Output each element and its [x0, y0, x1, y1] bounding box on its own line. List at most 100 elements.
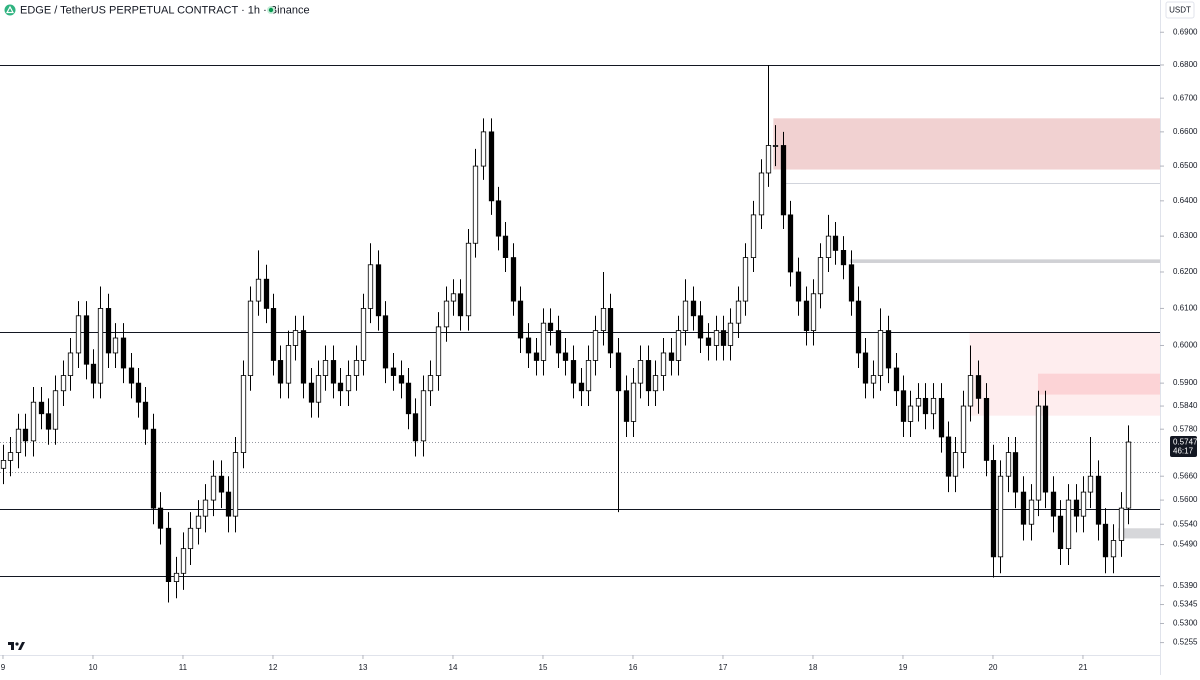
x-tick-label: 15 — [539, 663, 548, 672]
candle-body — [202, 499, 209, 517]
candle-body — [907, 405, 914, 422]
x-tick-label: 14 — [449, 663, 458, 672]
y-tick-label: 0.5300 — [1173, 619, 1198, 628]
x-tick-label: 10 — [89, 663, 98, 672]
candle-body — [322, 360, 329, 376]
candle-body — [562, 352, 569, 361]
candle-body — [960, 405, 967, 453]
candle-body — [623, 390, 630, 422]
candle-body — [382, 315, 389, 369]
candle-body — [210, 475, 217, 501]
candle-body — [270, 308, 277, 361]
candle-body — [225, 491, 232, 517]
candle-body — [652, 375, 659, 392]
y-tick-label: 0.5780 — [1173, 424, 1198, 433]
candle-body — [893, 367, 900, 392]
candle-body — [450, 293, 457, 302]
plot-area — [0, 64, 1160, 603]
y-tick-label: 0.5490 — [1173, 540, 1198, 549]
candle-body — [1057, 515, 1064, 550]
last-price-label: 0.5747 — [1173, 438, 1198, 447]
y-tick-label: 0.6600 — [1173, 127, 1198, 136]
candle-body — [1028, 499, 1035, 525]
candle-body — [1073, 499, 1080, 517]
candle-body — [555, 330, 562, 354]
y-tick-label: 0.5840 — [1173, 401, 1198, 410]
candle-body — [195, 515, 202, 529]
candle-body — [97, 308, 104, 384]
candle-body — [330, 360, 337, 384]
currency-button[interactable] — [1165, 1, 1195, 19]
candle-body — [263, 278, 270, 309]
y-tick-label: 0.6500 — [1173, 161, 1198, 170]
zone — [1118, 528, 1160, 539]
candle-body — [375, 264, 382, 317]
candle-body — [45, 413, 52, 430]
x-tick-label: 13 — [359, 663, 368, 672]
candle-body — [142, 401, 149, 430]
x-tick-label: 19 — [899, 663, 908, 672]
candle-body — [67, 352, 74, 376]
candle-body — [578, 382, 585, 392]
x-tick-label: 12 — [269, 663, 278, 672]
y-tick-label: 0.6000 — [1173, 341, 1198, 350]
candle-body — [517, 300, 524, 339]
candle-body — [750, 214, 757, 258]
zone — [849, 259, 1160, 263]
candle-body — [135, 382, 142, 403]
candle-body — [1050, 491, 1057, 517]
candle-body — [472, 165, 479, 244]
candle-body — [848, 264, 855, 302]
candle-body — [810, 293, 817, 331]
x-tick-label: 9 — [1, 663, 6, 672]
zone — [773, 118, 1160, 170]
candle-body — [832, 235, 839, 251]
y-tick-label: 0.5900 — [1173, 378, 1198, 387]
x-tick-label: 21 — [1079, 663, 1088, 672]
candle-body — [1118, 507, 1125, 541]
candle-body — [585, 360, 592, 392]
candle-body — [592, 330, 599, 361]
candle-body — [315, 375, 322, 403]
candle-body — [292, 330, 299, 346]
candle-body — [420, 390, 427, 442]
candle-body — [427, 375, 434, 392]
candle-body — [247, 300, 254, 376]
candle-body — [308, 382, 315, 403]
candle-body — [660, 352, 667, 376]
candle-body — [405, 382, 412, 415]
y-tick-label: 0.6900 — [1173, 27, 1198, 36]
candle-body — [1065, 499, 1072, 550]
candle-body — [457, 293, 464, 317]
candle-body — [75, 315, 82, 354]
candle-body — [38, 401, 45, 415]
y-tick-label: 0.5540 — [1173, 519, 1198, 528]
candle-body — [1005, 452, 1012, 477]
y-tick-label: 0.6100 — [1173, 304, 1198, 313]
candle-body — [300, 330, 307, 384]
y-tick-label: 0.5345 — [1173, 600, 1198, 609]
candle-body — [780, 145, 787, 216]
candle-body — [742, 257, 749, 302]
candle-body — [1020, 491, 1027, 525]
candle-body — [990, 460, 997, 558]
x-tick-label: 20 — [989, 663, 998, 672]
candle-body — [938, 397, 945, 438]
y-tick-label: 0.6300 — [1173, 231, 1198, 240]
candle-body — [173, 572, 180, 582]
candle-body — [412, 413, 419, 442]
candle-body — [840, 250, 847, 266]
candle-body — [765, 145, 772, 174]
candle-body — [390, 367, 397, 376]
candle-body — [705, 337, 712, 346]
candle-body — [877, 330, 884, 376]
candle-body — [727, 322, 734, 346]
candle-body — [817, 257, 824, 295]
currency-label[interactable]: USDT — [1169, 6, 1191, 15]
candle-body — [7, 452, 14, 461]
candle-body — [697, 315, 704, 339]
y-tick-label: 0.6800 — [1173, 60, 1198, 69]
candle-body — [855, 300, 862, 354]
candle-body — [502, 235, 509, 258]
candle-body — [495, 200, 502, 237]
